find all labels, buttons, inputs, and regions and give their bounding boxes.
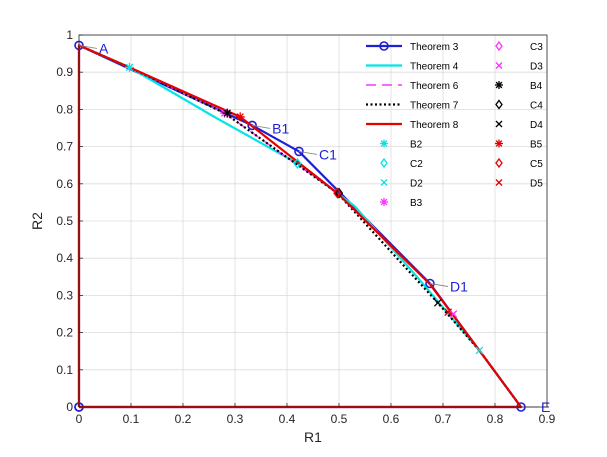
y-tick-label: 0.5 <box>56 214 73 228</box>
x-axis-label: R1 <box>304 429 322 445</box>
x-tick-label: 0.7 <box>435 412 452 426</box>
x-tick-label: 0.6 <box>383 412 400 426</box>
legend-label-theorem-6: Theorem 6 <box>410 81 459 92</box>
legend-item-theorem-8: Theorem 8 <box>366 120 459 131</box>
legend-item-b4: B4 <box>495 81 543 92</box>
legend-item-c4: C4 <box>495 99 543 112</box>
series-marker-theorem-3 <box>425 278 435 289</box>
y-axis-label: R2 <box>29 212 45 230</box>
legend-label-c4: C4 <box>530 101 543 112</box>
legend-marker-b3 <box>380 198 388 206</box>
x-tick-label: 0.8 <box>487 412 504 426</box>
legend-marker-d4 <box>495 120 503 128</box>
x-tick-label: 0 <box>76 412 83 426</box>
legend-item-b2: B2 <box>380 139 423 151</box>
point-c4 <box>334 187 344 199</box>
legend-item-c2: C2 <box>380 157 423 170</box>
point-d3 <box>449 310 458 318</box>
x-tick-label: 0.3 <box>227 412 244 426</box>
point-b2 <box>125 63 134 72</box>
y-tick-label: 0.8 <box>56 102 73 116</box>
series-marker-theorem-3 <box>247 120 257 131</box>
y-tick-label: 0.2 <box>56 326 73 340</box>
legend-label-b3: B3 <box>410 198 423 209</box>
point-c5 <box>333 187 342 199</box>
legend-marker-b2 <box>380 140 388 147</box>
legend-marker-d3 <box>495 62 503 69</box>
legend-item-d4: D4 <box>495 120 543 131</box>
legend-label-d4: D4 <box>530 120 543 131</box>
point-d5 <box>444 308 453 316</box>
legend-item-theorem-6: Theorem 6 <box>366 81 459 92</box>
legend-item-c3: C3 <box>495 40 543 53</box>
y-tick-label: 0 <box>66 400 73 414</box>
annotation-label-a: A <box>99 40 109 56</box>
y-tick-label: 0.6 <box>56 177 73 191</box>
annotation-leader-c1 <box>298 150 318 155</box>
legend-label-d3: D3 <box>530 62 543 73</box>
legend-marker-c3 <box>495 40 503 52</box>
legend-label-theorem-7: Theorem 7 <box>410 101 459 112</box>
axis-ticks: 0 0.1 0.2 0.3 0.4 0.5 0.6 0.7 0.8 0.9 0 0.1 0.2 0.3 0.… <box>56 28 555 426</box>
series-marker-theorem-3 <box>294 146 304 157</box>
series-line-theorem-8 <box>77 44 523 409</box>
legend-label-theorem-8: Theorem 8 <box>410 120 459 131</box>
point-markers <box>124 62 484 355</box>
y-tick-label: 0.1 <box>56 363 73 377</box>
legend-label-b5: B5 <box>530 140 543 151</box>
legend-item-theorem-7: Theorem 7 <box>366 101 459 112</box>
legend-item-theorem-3: Theorem 3 <box>366 41 459 53</box>
point-d2 <box>475 346 484 355</box>
point-b4 <box>223 109 231 117</box>
legend-label-theorem-4: Theorem 4 <box>410 62 459 73</box>
y-tick-label: 0.3 <box>56 288 73 302</box>
annotation-leader-b1 <box>252 124 271 129</box>
legend-marker-b5 <box>495 140 503 147</box>
legend-label-b4: B4 <box>530 81 543 92</box>
legend-marker-b4 <box>495 81 503 89</box>
legend-item-d2: D2 <box>380 179 423 190</box>
legend-item-d5: D5 <box>495 179 543 190</box>
legend-marker-c5 <box>495 157 503 169</box>
legend-item-d3: D3 <box>495 62 543 73</box>
annotation-label-d1: D1 <box>450 278 468 294</box>
legend-marker-d2 <box>380 179 388 186</box>
y-tick-label: 0.7 <box>56 140 73 154</box>
legend-marker-d5 <box>495 179 503 186</box>
x-tick-label: 0.1 <box>123 412 140 426</box>
legend-label-b2: B2 <box>410 140 423 151</box>
x-tick-label: 0.5 <box>331 412 348 426</box>
point-c2 <box>293 157 302 169</box>
legend-marker-c2 <box>380 157 388 169</box>
legend: Theorem 3 Theorem 4 Theorem 6 Theorem 7 Theo… <box>366 40 543 209</box>
legend-marker-theorem-3 <box>379 41 389 51</box>
legend-label-d2: D2 <box>410 179 423 190</box>
legend-item-b5: B5 <box>495 139 543 151</box>
legend-label-c2: C2 <box>410 159 423 170</box>
x-tick-label: 0.2 <box>175 412 192 426</box>
grid <box>78 34 548 408</box>
legend-label-theorem-3: Theorem 3 <box>410 42 459 53</box>
legend-item-c5: C5 <box>495 157 543 170</box>
annotation-label-b1: B1 <box>272 120 289 136</box>
annotation-leader-d1 <box>429 283 449 287</box>
point-b5 <box>236 113 244 121</box>
legend-label-d5: D5 <box>530 179 543 190</box>
legend-label-c3: C3 <box>530 42 543 53</box>
legend-marker-c4 <box>495 99 503 110</box>
y-tick-label: 0.9 <box>56 65 73 79</box>
y-tick-label: 0.4 <box>56 251 73 265</box>
x-tick-label: 0.4 <box>279 412 296 426</box>
legend-item-b3: B3 <box>380 198 423 209</box>
y-tick-label: 1 <box>66 28 73 42</box>
legend-label-c5: C5 <box>530 159 543 170</box>
point-d4 <box>433 299 442 307</box>
annotation-leader-a <box>78 44 98 49</box>
x-tick-label: 0.9 <box>539 412 556 426</box>
legend-item-theorem-4: Theorem 4 <box>366 62 459 73</box>
annotation-label-c1: C1 <box>319 146 337 162</box>
series-lines <box>74 40 526 412</box>
